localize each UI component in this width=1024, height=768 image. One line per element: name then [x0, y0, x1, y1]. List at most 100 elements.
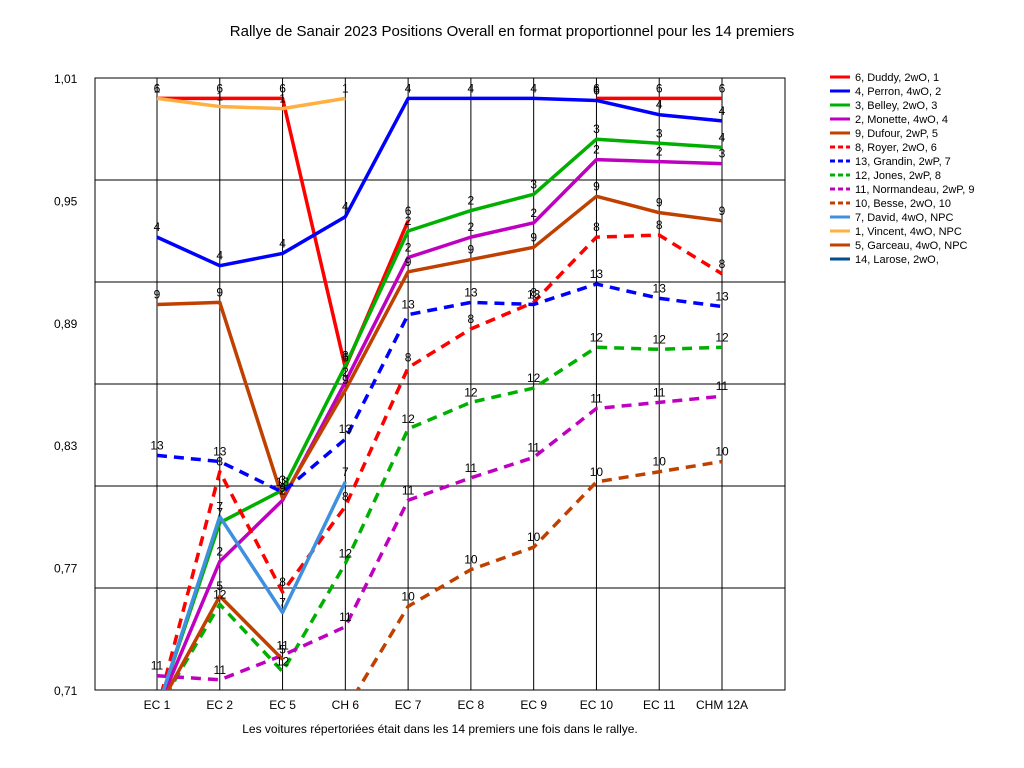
point-label: 8 [656, 218, 663, 232]
point-label: 8 [342, 489, 349, 503]
point-label: 1 [216, 90, 223, 104]
point-label: 4 [216, 249, 223, 263]
x-tick-label: CH 6 [332, 698, 360, 712]
point-label: 13 [213, 445, 227, 459]
y-tick-label: 0,89 [54, 317, 78, 331]
point-label: 7 [216, 500, 223, 514]
point-label: 4 [342, 200, 349, 214]
y-tick-label: 0,71 [54, 684, 78, 698]
point-label: 12 [339, 547, 353, 561]
point-label: 9 [154, 287, 161, 301]
series-lines [156, 96, 723, 690]
point-label: 13 [401, 298, 415, 312]
point-label: 7 [342, 465, 349, 479]
point-label: 5 [216, 579, 223, 593]
point-label: 10 [653, 455, 667, 469]
point-label: 2 [468, 220, 475, 234]
x-tick-label: EC 8 [458, 698, 485, 712]
point-label: 11 [527, 440, 540, 454]
series-line [156, 96, 346, 111]
point-label: 13 [339, 422, 353, 436]
point-label: 13 [150, 438, 164, 452]
point-label: 4 [405, 81, 412, 95]
point-label: 2 [216, 544, 223, 558]
x-tick-label: EC 5 [269, 698, 296, 712]
point-label: 13 [590, 267, 604, 281]
point-label: 10 [527, 530, 541, 544]
series-line [156, 194, 723, 500]
point-label: 10 [464, 553, 478, 567]
point-label: 2 [405, 214, 412, 228]
point-label: 6 [342, 351, 349, 365]
legend-entry: 5, Garceau, 4wO, NPC [855, 240, 968, 252]
point-label: 11 [590, 391, 603, 405]
point-label: 9 [593, 179, 600, 193]
point-label: 12 [527, 371, 541, 385]
point-label: 4 [154, 220, 161, 234]
point-label: 11 [402, 483, 415, 497]
chart-title: Rallye de Sanair 2023 Positions Overall … [229, 23, 795, 40]
point-label: 9 [405, 255, 412, 269]
point-label: 10 [401, 589, 415, 603]
series-line [161, 481, 347, 690]
point-label: 9 [656, 196, 663, 210]
x-axis: EC 1 EC 2 EC 5 CH 6 EC 7 EC 8 EC 9 EC 10 EC 11 CH… [144, 698, 748, 712]
point-label: 10 [590, 465, 604, 479]
legend-entry: 8, Royer, 2wO, 6 [855, 142, 937, 154]
point-label: 3 [279, 473, 286, 487]
series-line [156, 394, 723, 682]
point-label: 8 [405, 351, 412, 365]
point-label: 7 [216, 506, 223, 520]
point-label: 4 [468, 81, 475, 95]
point-label: 13 [464, 285, 478, 299]
point-label: 2 [405, 241, 412, 255]
legend-entry: 13, Grandin, 2wP, 7 [855, 156, 951, 168]
legend-entry: 7, David, 4wO, NPC [855, 212, 953, 224]
point-label: 3 [530, 177, 537, 191]
y-tick-label: 1,01 [54, 72, 78, 86]
y-tick-label: 0,77 [54, 562, 78, 576]
legend-entry: 6, Duddy, 2wO, 1 [855, 72, 939, 84]
x-tick-label: EC 10 [580, 698, 614, 712]
point-label: 12 [464, 385, 478, 399]
point-label: 1 [279, 92, 286, 106]
point-label: 8 [279, 575, 286, 589]
x-tick-label: EC 2 [206, 698, 233, 712]
point-label: 12 [590, 330, 604, 344]
series-line [156, 282, 723, 494]
point-label: 7 [279, 595, 286, 609]
point-label: 2 [656, 145, 663, 159]
point-label: 2 [468, 194, 475, 208]
series-line [166, 594, 284, 690]
point-label: 9 [279, 481, 286, 495]
y-tick-label: 0,83 [54, 439, 78, 453]
point-label: 3 [656, 126, 663, 140]
point-label: 13 [527, 287, 541, 301]
point-label: 4 [530, 81, 537, 95]
point-label: 3 [719, 147, 726, 161]
point-label: 1 [154, 81, 161, 95]
legend: 6, Duddy, 2wO, 1 4, Perron, 4wO, 2 3, Bell… [830, 72, 974, 266]
point-label: 2 [279, 483, 286, 497]
point-label: 11 [716, 379, 729, 393]
y-axis: 0,71 0,77 0,83 0,89 0,95 1,01 [54, 72, 78, 698]
point-label: 12 [276, 655, 290, 669]
x-tick-label: EC 1 [144, 698, 171, 712]
point-label: 11 [214, 663, 227, 677]
point-label: 6 [593, 81, 600, 95]
point-label: 9 [342, 373, 349, 387]
point-label: 1 [342, 81, 349, 95]
point-label: 10 [715, 445, 729, 459]
point-label: 6 [279, 81, 286, 95]
point-label: 12 [213, 587, 227, 601]
legend-entry: 2, Monette, 4wO, 4 [855, 114, 948, 126]
point-label: 12 [715, 330, 729, 344]
legend-entry: 3, Belley, 2wO, 3 [855, 100, 937, 112]
series-line [156, 96, 723, 268]
chart-footnote: Les voitures répertoriées était dans les… [242, 722, 638, 736]
point-label: 8 [216, 455, 223, 469]
point-label: 5 [279, 642, 286, 656]
point-label: 11 [653, 385, 666, 399]
point-label: 8 [530, 285, 537, 299]
